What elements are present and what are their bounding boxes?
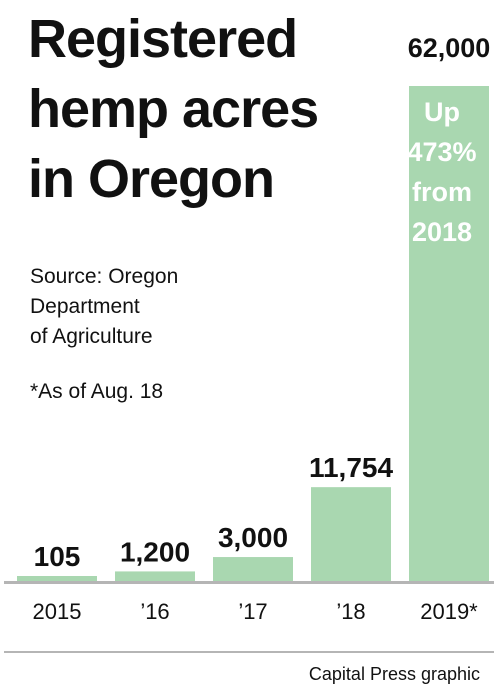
source-line-2: Department	[30, 295, 140, 318]
category-label-3: ’18	[336, 599, 365, 624]
graphic-credit: Capital Press graphic	[308, 664, 480, 684]
date-note: *As of Aug. 18	[30, 380, 164, 403]
value-label-0: 105	[34, 541, 81, 572]
category-label-0: 2015	[33, 599, 82, 624]
callout-line-1: Up	[424, 97, 460, 127]
bar-3	[311, 487, 391, 581]
category-label-1: ’16	[140, 599, 169, 624]
title-line-1: Registered	[28, 9, 298, 69]
source-line-1: Source: Oregon	[30, 265, 179, 288]
bar-4	[409, 86, 489, 581]
growth-callout: Up 473% from 2018	[402, 92, 482, 252]
source-note: Source: Oregon Department of Agriculture	[30, 262, 178, 352]
callout-line-3: from	[412, 177, 472, 207]
title-line-2: hemp acres	[28, 79, 319, 139]
value-label-1: 1,200	[120, 536, 190, 567]
category-label-2: ’17	[238, 599, 267, 624]
source-line-3: of Agriculture	[30, 325, 153, 348]
callout-line-4: 2018	[411, 217, 473, 247]
value-label-2: 3,000	[218, 522, 288, 553]
callout-line-2: 473%	[407, 137, 477, 167]
value-label-3: 11,754	[309, 452, 394, 483]
value-label-4: 62,000	[408, 33, 491, 63]
category-label-4: 2019*	[420, 599, 478, 624]
chart-title: Registered hemp acres in Oregon	[28, 4, 319, 214]
title-line-3: in Oregon	[28, 149, 275, 209]
bar-0	[17, 576, 97, 581]
bar-1	[115, 571, 195, 581]
bar-2	[213, 557, 293, 581]
